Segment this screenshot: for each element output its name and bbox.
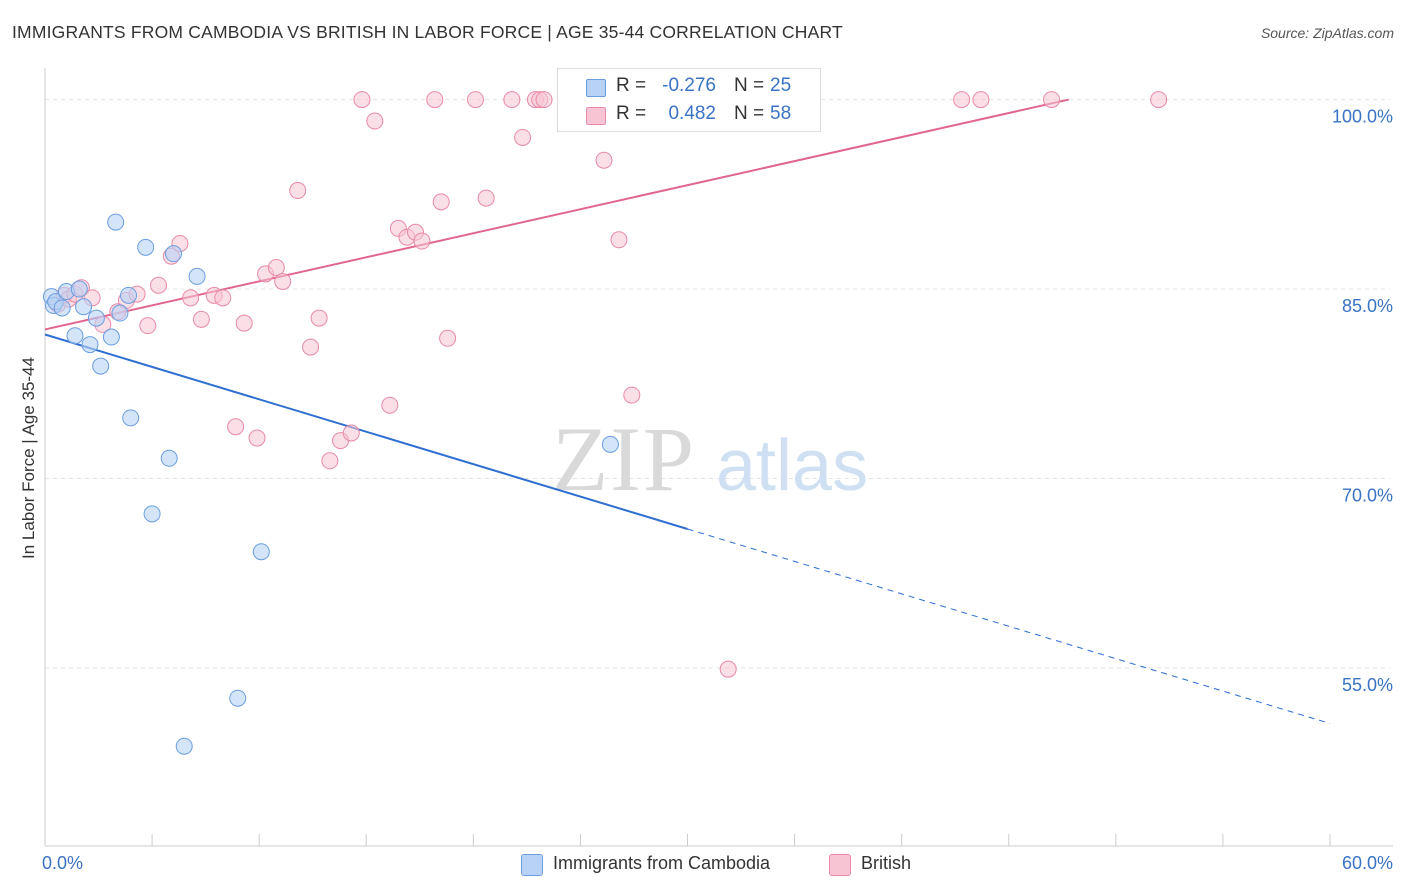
cambodia-point <box>229 689 247 707</box>
british-point <box>310 309 328 327</box>
stats-legend: R = -0.276 N = 25 R = 0.482 N = 58 <box>557 68 821 132</box>
cambodia-point <box>81 336 99 354</box>
cambodia-point <box>122 409 140 427</box>
trend-line-cambodia-extension <box>687 528 1331 724</box>
cambodia-point <box>165 245 182 263</box>
cambodia-point <box>107 213 125 231</box>
x-tick-label: 60.0% <box>1342 853 1393 873</box>
cambodia-point <box>66 327 84 345</box>
british-point <box>623 386 641 404</box>
axes <box>44 68 1393 847</box>
watermark: ZIP atlas <box>552 408 868 510</box>
british-point <box>321 452 339 470</box>
british-point <box>381 396 399 414</box>
british-point <box>267 259 285 277</box>
british-point <box>289 182 307 200</box>
british-point <box>426 91 444 109</box>
n-value: 25 <box>770 75 792 96</box>
cambodia-point <box>70 280 88 298</box>
british-point <box>535 91 553 109</box>
british-point <box>227 418 245 436</box>
british-swatch <box>586 107 606 125</box>
legend-label-british: British <box>861 853 912 873</box>
y-tick-label: 70.0% <box>1342 485 1393 505</box>
r-value: -0.276 <box>662 75 716 96</box>
british-point <box>432 193 450 211</box>
n-value: 58 <box>770 103 792 124</box>
cambodia-point <box>137 238 155 256</box>
cambodia-point <box>252 543 270 561</box>
british-point <box>274 272 292 290</box>
source-label: Source: ZipAtlas.com <box>1260 25 1394 41</box>
y-tick-label: 85.0% <box>1342 296 1393 316</box>
cambodia-point <box>175 737 193 755</box>
british-point <box>953 91 971 109</box>
cambodia-point <box>160 449 178 467</box>
british-point <box>503 91 521 109</box>
stats-row-british: R = 0.482 N = 58 <box>558 101 820 129</box>
n-label: N = <box>734 75 765 96</box>
british-point <box>235 314 253 332</box>
cambodia-point <box>92 357 110 375</box>
cambodia-point <box>601 435 619 453</box>
r-label: R = <box>616 75 647 96</box>
british-point <box>413 232 431 250</box>
british-point <box>439 329 457 347</box>
cambodia-legend-swatch <box>521 854 543 876</box>
cambodia-point <box>111 304 129 322</box>
british-point <box>192 310 210 328</box>
grid-lines <box>45 99 1390 669</box>
chart-title: IMMIGRANTS FROM CAMBODIA VS BRITISH IN L… <box>12 22 843 42</box>
british-point <box>214 289 232 307</box>
n-label: N = <box>734 103 765 124</box>
trend-line-cambodia <box>44 333 688 530</box>
cambodia-point <box>188 267 206 285</box>
data-points <box>42 91 1168 755</box>
y-axis-label: In Labor Force | Age 35-44 <box>19 357 38 559</box>
british-legend-swatch <box>829 854 851 876</box>
british-point <box>182 289 200 307</box>
cambodia-swatch <box>586 79 606 97</box>
british-point <box>150 276 168 294</box>
british-point <box>595 151 613 169</box>
y-tick-label: 55.0% <box>1342 675 1393 695</box>
cambodia-point <box>53 299 71 317</box>
british-point <box>972 91 990 109</box>
stats-row-cambodia: R = -0.276 N = 25 <box>558 73 820 101</box>
british-point <box>514 128 532 146</box>
cambodia-point <box>143 505 161 523</box>
british-point <box>366 112 384 130</box>
british-point <box>1150 91 1168 109</box>
cambodia-point <box>120 286 138 304</box>
british-point <box>139 317 157 335</box>
cambodia-point <box>75 298 93 316</box>
british-point <box>1043 91 1061 109</box>
british-point <box>466 91 484 109</box>
british-point <box>719 660 737 678</box>
watermark-atlas: atlas <box>716 426 868 506</box>
british-point <box>342 424 360 442</box>
watermark-zip: ZIP <box>552 408 696 510</box>
cambodia-point <box>102 328 120 346</box>
british-point <box>477 189 495 207</box>
cambodia-point <box>87 309 105 327</box>
y-tick-label: 100.0% <box>1332 107 1393 127</box>
tick-labels: 100.0% 85.0% 70.0% 55.0% 0.0% 60.0% <box>42 107 1393 873</box>
british-point <box>610 231 628 249</box>
r-value: 0.482 <box>668 103 716 124</box>
r-label: R = <box>616 103 647 124</box>
series-legend: Immigrants from Cambodia British <box>0 852 1406 878</box>
legend-label-cambodia: Immigrants from Cambodia <box>553 853 771 873</box>
british-point <box>248 429 266 447</box>
british-point <box>353 91 371 109</box>
x-tick-label: 0.0% <box>42 853 83 873</box>
british-point <box>302 338 320 356</box>
